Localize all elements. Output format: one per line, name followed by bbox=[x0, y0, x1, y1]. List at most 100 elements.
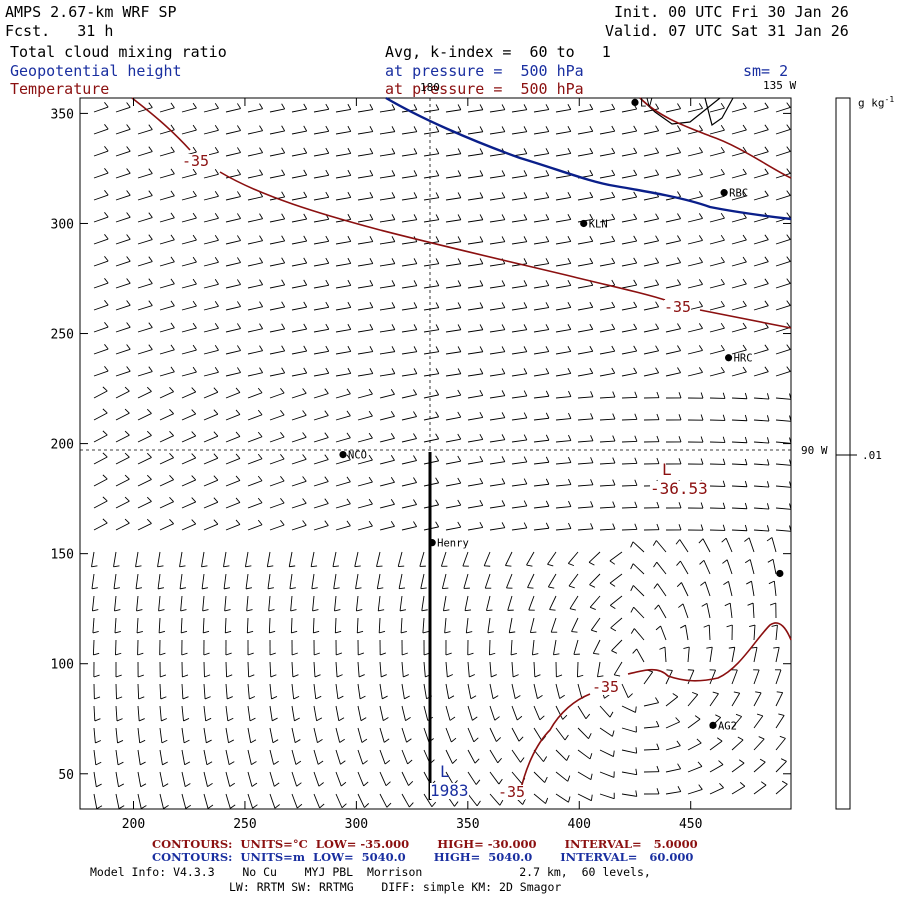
wind-barb bbox=[577, 771, 592, 781]
wind-barb-flag bbox=[501, 390, 506, 396]
station-label: LV bbox=[640, 97, 653, 109]
wind-barb-flag bbox=[384, 759, 391, 765]
wind-barb bbox=[599, 108, 615, 113]
wind-barb-flag bbox=[340, 781, 347, 787]
wind-barb-flag bbox=[391, 192, 396, 198]
wind-barb bbox=[179, 573, 183, 589]
wind-barb-flag bbox=[545, 478, 550, 485]
wind-barb-flag bbox=[192, 300, 197, 307]
wind-barb bbox=[533, 395, 549, 399]
wind-barb bbox=[93, 456, 108, 465]
wind-barb-flag bbox=[589, 323, 594, 330]
wind-barb-flag bbox=[237, 279, 241, 285]
wind-barb-flag bbox=[613, 750, 615, 757]
wind-barb bbox=[400, 617, 403, 633]
wind-barb-flag bbox=[313, 630, 320, 634]
wind-barb bbox=[709, 129, 725, 135]
wind-barb-flag bbox=[633, 213, 638, 220]
wind-barb bbox=[729, 603, 733, 619]
wind-barb-flag bbox=[235, 475, 241, 481]
wind-barb bbox=[621, 462, 638, 465]
wind-barb bbox=[93, 238, 109, 245]
wind-barb-flag bbox=[435, 192, 440, 198]
wind-barb bbox=[599, 306, 615, 311]
wind-barb-flag bbox=[720, 278, 725, 285]
wind-barb-flag bbox=[523, 368, 528, 374]
wind-barb-flag bbox=[545, 104, 550, 110]
wind-barb bbox=[91, 595, 95, 611]
wind-barb bbox=[422, 617, 425, 633]
wind-barb bbox=[203, 371, 219, 377]
wind-barb bbox=[136, 617, 139, 633]
wind-barb-flag bbox=[501, 346, 506, 352]
wind-barb bbox=[401, 394, 417, 399]
wind-barb bbox=[681, 582, 689, 597]
wind-barb-flag bbox=[148, 190, 153, 196]
wind-barb bbox=[313, 683, 317, 699]
wind-barb-flag bbox=[292, 674, 299, 678]
wind-barb bbox=[731, 305, 747, 311]
wind-barb-flag bbox=[259, 345, 264, 351]
wind-barb-flag bbox=[303, 323, 308, 330]
wind-barb-flag bbox=[183, 718, 190, 722]
wind-barb bbox=[636, 648, 645, 663]
wind-barb-flag bbox=[722, 524, 726, 531]
wind-barb-flag bbox=[698, 213, 703, 219]
wind-barb bbox=[247, 240, 263, 245]
wind-barb-flag bbox=[259, 147, 264, 153]
wind-barb-flag bbox=[213, 387, 219, 393]
wind-barb bbox=[445, 460, 461, 465]
wind-barb bbox=[467, 661, 470, 677]
wind-barb bbox=[709, 173, 725, 179]
wind-barb-flag bbox=[568, 412, 572, 419]
wind-barb bbox=[203, 793, 209, 809]
wind-barb bbox=[313, 350, 329, 355]
wind-barb bbox=[467, 307, 483, 311]
wind-barb-flag bbox=[169, 431, 174, 437]
wind-barb-flag bbox=[652, 540, 657, 546]
wind-barb bbox=[533, 307, 549, 311]
wind-barb bbox=[687, 371, 703, 377]
wind-barb bbox=[708, 624, 711, 641]
wind-barb-flag bbox=[390, 521, 395, 527]
wind-barb-flag bbox=[227, 696, 233, 700]
wind-barb-flag bbox=[294, 717, 300, 722]
wind-barb-flag bbox=[281, 301, 286, 308]
wind-barb bbox=[775, 625, 778, 641]
wind-barb bbox=[291, 350, 307, 355]
wind-barb-flag bbox=[347, 301, 352, 308]
wind-barb-flag bbox=[522, 798, 526, 805]
wind-barb-flag bbox=[303, 279, 308, 286]
wind-barb-flag bbox=[612, 391, 616, 398]
wind-barb-flag bbox=[237, 301, 241, 307]
wind-barb-flag bbox=[104, 102, 109, 108]
wind-barb bbox=[731, 217, 747, 223]
wind-barb bbox=[137, 523, 152, 531]
wind-barb bbox=[569, 595, 579, 609]
wind-barb-flag bbox=[567, 367, 572, 374]
wind-barb-flag bbox=[170, 278, 175, 285]
wind-barb-flag bbox=[325, 103, 330, 110]
wind-barb-flag bbox=[633, 257, 638, 264]
wind-barb-flag bbox=[325, 279, 330, 286]
wind-barb bbox=[357, 437, 373, 443]
wind-barb-flag bbox=[720, 212, 725, 219]
wind-barb-flag bbox=[653, 561, 658, 568]
wind-barb-flag bbox=[678, 436, 682, 443]
wind-barb-flag bbox=[435, 214, 440, 220]
wind-barb bbox=[633, 606, 645, 619]
wind-barb bbox=[269, 284, 285, 289]
wind-barb bbox=[335, 262, 351, 267]
wind-barb-flag bbox=[359, 695, 366, 700]
wind-barb-flag bbox=[114, 609, 121, 612]
wind-barb bbox=[203, 283, 219, 289]
wind-barb bbox=[181, 261, 197, 267]
wind-barb-flag bbox=[368, 498, 373, 505]
wind-barb-flag bbox=[766, 481, 770, 488]
wind-barb bbox=[247, 328, 263, 333]
wind-barb bbox=[159, 793, 164, 809]
wind-barb bbox=[533, 329, 549, 333]
wind-barb bbox=[159, 501, 174, 509]
wind-barb bbox=[159, 107, 175, 113]
wind-barb-flag bbox=[479, 302, 484, 308]
